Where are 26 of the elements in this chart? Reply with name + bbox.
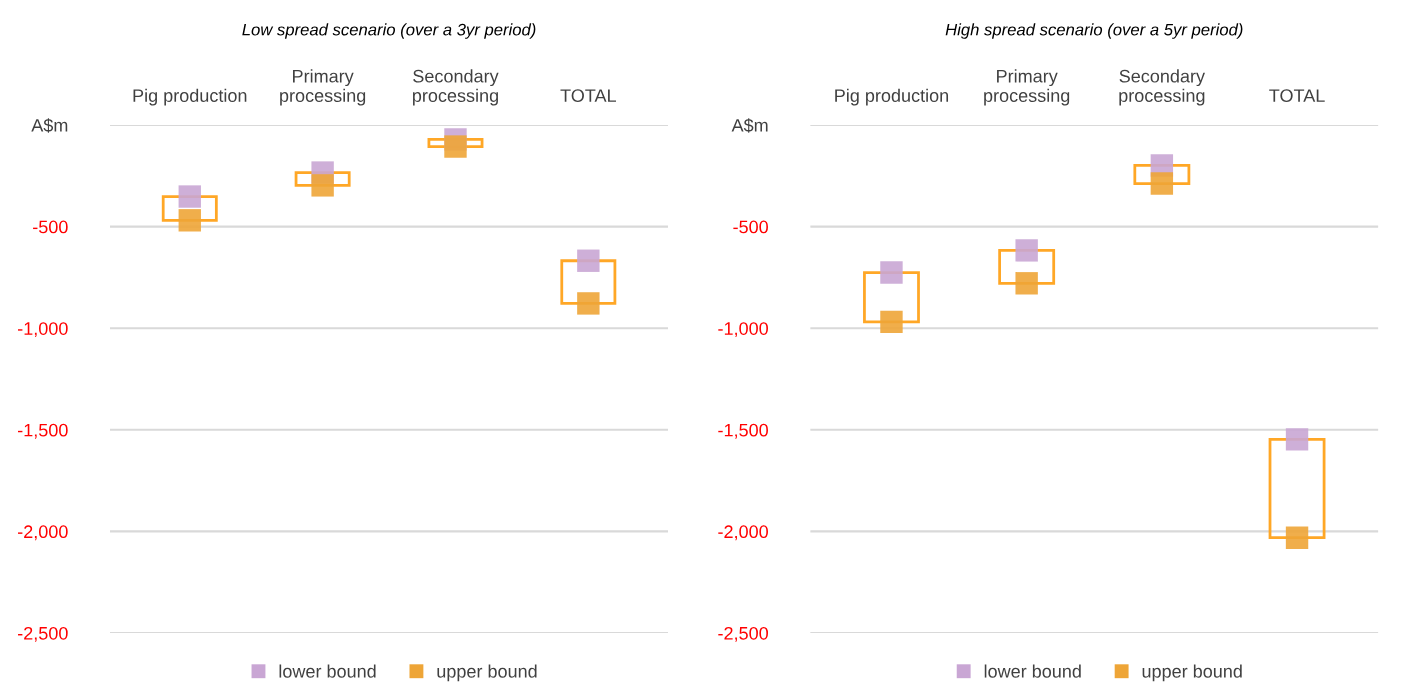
y-tick-label: -500: [33, 220, 68, 234]
y-tick-label: A$m: [731, 118, 768, 133]
legend-label: upper bound: [1142, 664, 1242, 682]
legend-label: upper bound: [437, 664, 537, 682]
x-tick-label: Primary processing: [280, 69, 366, 106]
y-tick-label: A$m: [31, 118, 68, 133]
x-tick-label: Secondary processing: [1119, 69, 1205, 106]
y-tick-label: -1,000: [718, 322, 768, 338]
y-tick-label: -2,500: [718, 626, 768, 642]
legend-label: lower bound: [984, 664, 1081, 678]
y-tick-label: -500: [733, 220, 768, 234]
y-tick-label: -2,000: [18, 525, 68, 541]
y-tick-label: -1,500: [718, 423, 768, 439]
x-tick-label: TOTAL: [1269, 89, 1325, 102]
x-tick-label: Primary processing: [984, 69, 1070, 106]
y-tick-label: -2,000: [718, 525, 768, 541]
chart-title: High spread scenario (over a 5yr period): [945, 23, 1243, 39]
x-tick-label: Pig production: [133, 88, 247, 106]
y-tick-label: -2,500: [18, 626, 68, 642]
chart-title: Low spread scenario (over a 3yr period): [242, 23, 536, 39]
x-tick-label: Secondary processing: [412, 69, 499, 106]
y-tick-label: -1,000: [18, 322, 68, 338]
legend-label: lower bound: [279, 664, 376, 678]
x-tick-label: Pig production: [835, 88, 949, 106]
x-tick-label: TOTAL: [560, 89, 617, 102]
y-tick-label: -1,500: [18, 423, 68, 439]
